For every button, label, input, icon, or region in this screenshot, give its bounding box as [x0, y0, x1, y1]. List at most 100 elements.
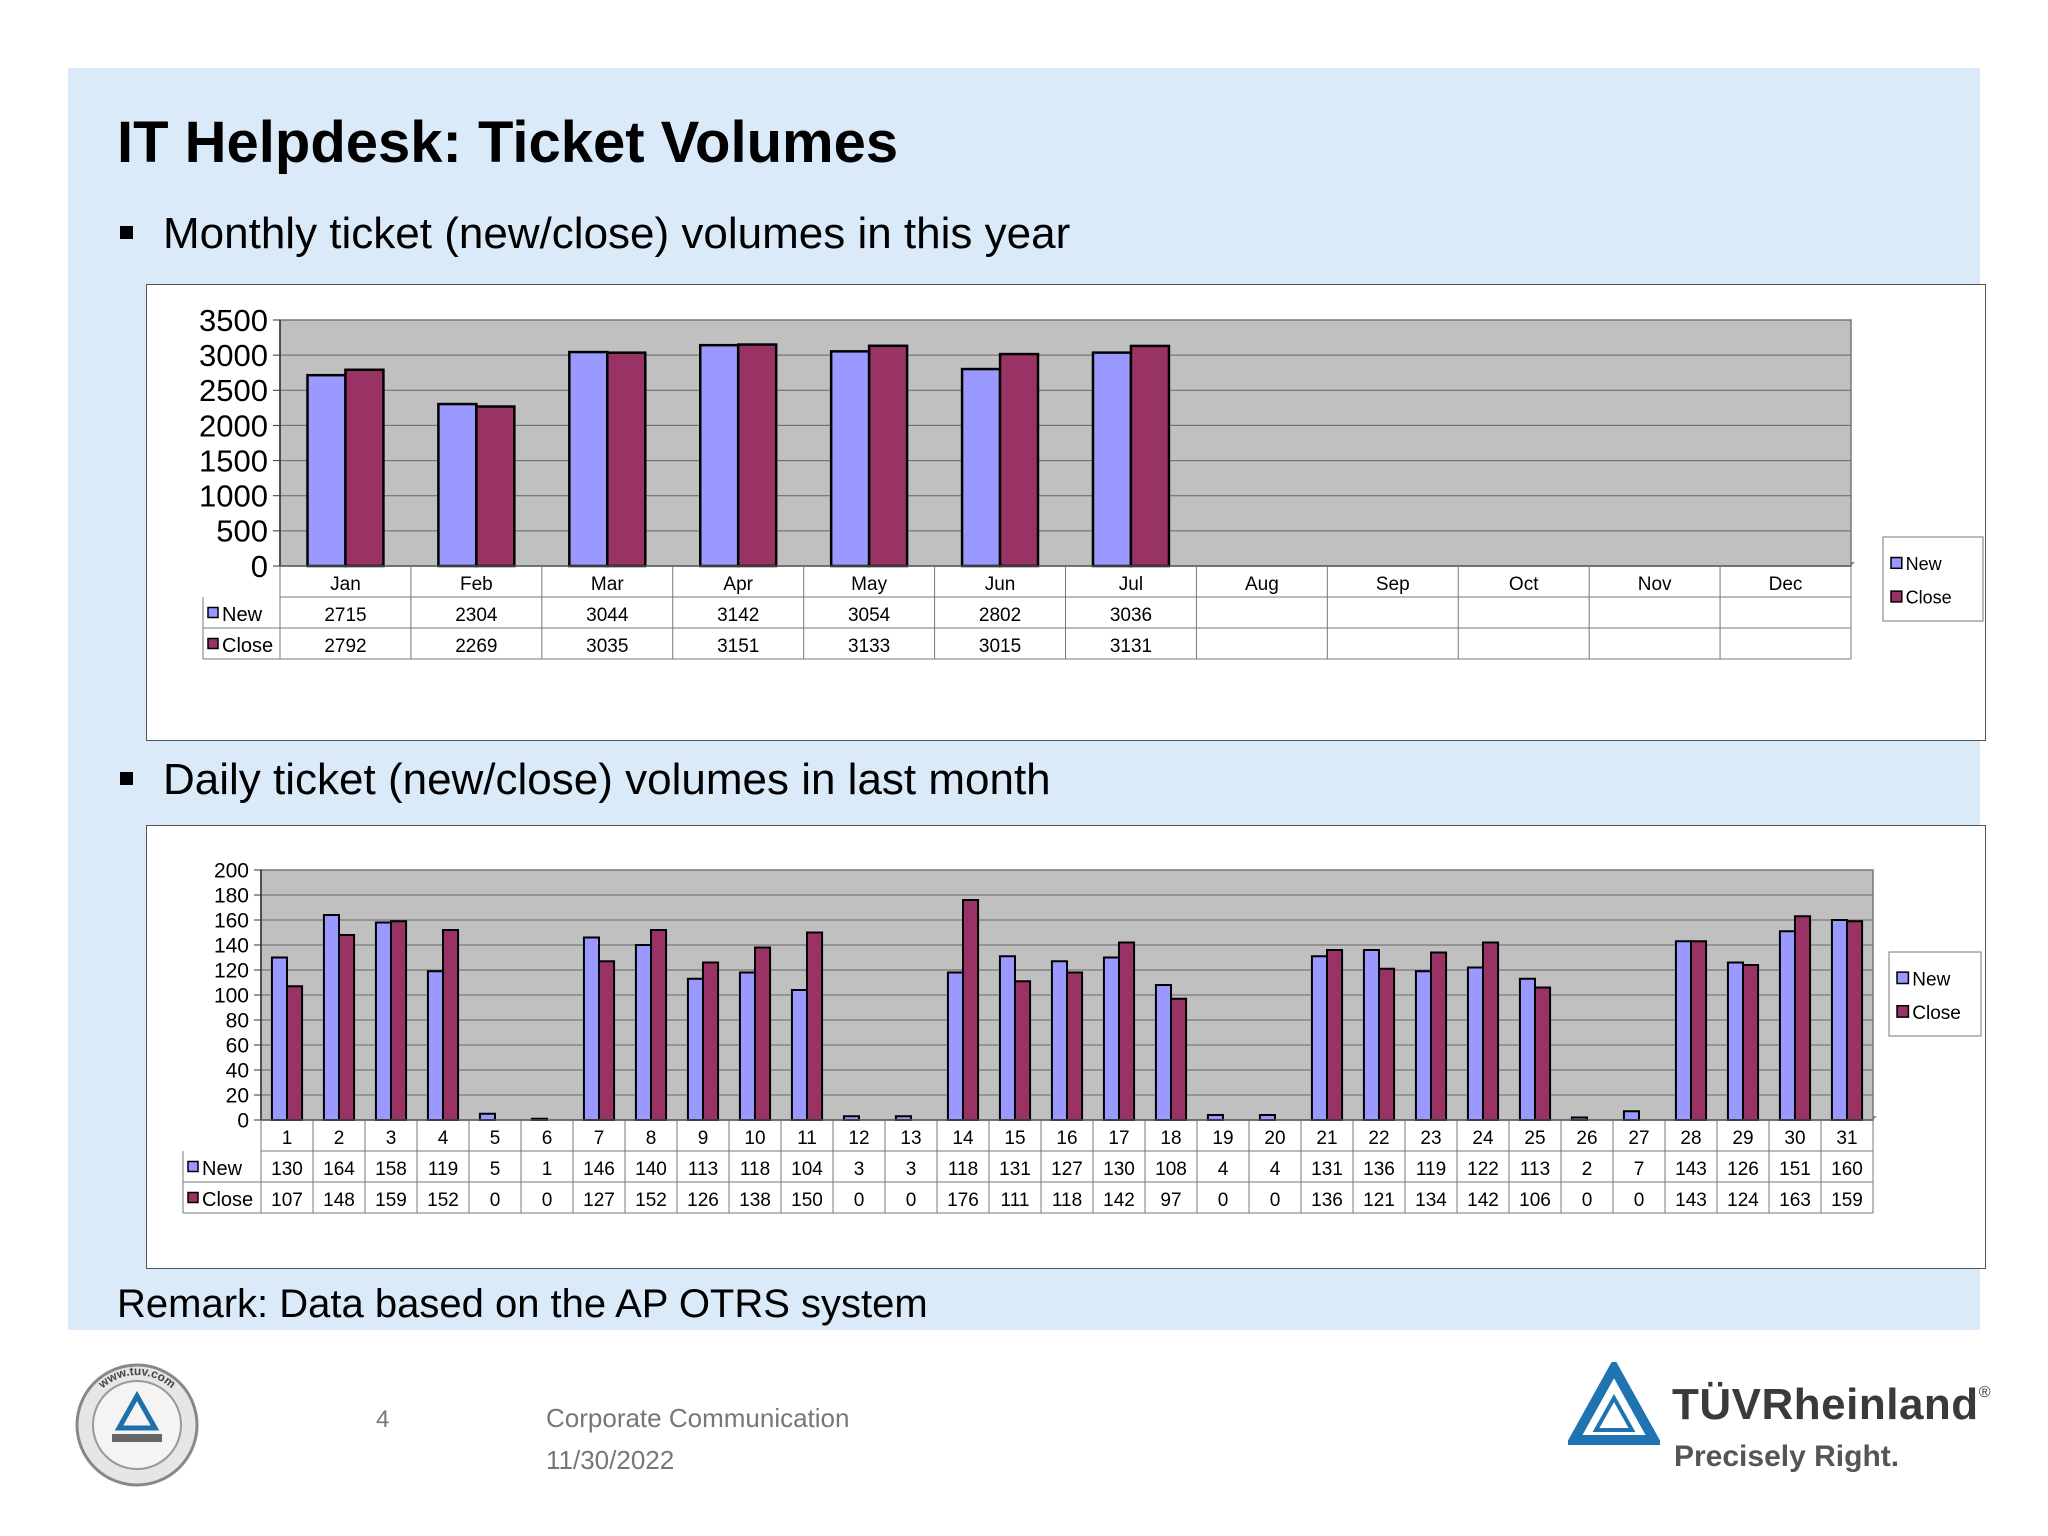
- data-label-close: 0: [1582, 1190, 1593, 1211]
- data-label-close: 0: [1270, 1190, 1281, 1211]
- data-label-close: 159: [375, 1190, 407, 1211]
- data-label-new: 3044: [586, 605, 629, 626]
- table-key-close-icon: [187, 1191, 199, 1204]
- bar-new: [686, 977, 704, 1121]
- bar-new: [738, 971, 756, 1121]
- bar-new: [946, 971, 964, 1121]
- daily-chart-svg: 0204060801001201401601802001130107216414…: [182, 859, 1982, 1214]
- page-number: 4: [376, 1406, 390, 1433]
- data-label-close: 0: [542, 1190, 553, 1211]
- y-tick-label: 20: [226, 1084, 249, 1107]
- bullet-daily-text: Daily ticket (new/close) volumes in last…: [163, 755, 1051, 804]
- data-label-close: 143: [1675, 1190, 1707, 1211]
- tuv-tagline: Precisely Right.: [1674, 1440, 1900, 1473]
- data-label-close: 97: [1160, 1190, 1181, 1211]
- data-label-close: 152: [635, 1190, 667, 1211]
- data-label-close: 0: [906, 1190, 917, 1211]
- bar-close: [702, 961, 720, 1121]
- data-label-new: 140: [635, 1159, 667, 1180]
- data-label-new: 131: [999, 1159, 1031, 1180]
- data-label-new: 160: [1831, 1159, 1863, 1180]
- bullet-monthly: Monthly ticket (new/close) volumes in th…: [120, 208, 1070, 261]
- daily-chart: 0 20 40 60 80 100 120 140 160 180 200 1 130 107 2 164 14…: [146, 825, 1986, 1269]
- y-tick-label: 2000: [199, 408, 268, 443]
- data-label-new: 3054: [848, 605, 891, 626]
- remark-text: Remark: Data based on the AP OTRS system: [117, 1282, 928, 1326]
- bar-close: [1326, 949, 1344, 1121]
- x-category-label: 26: [1576, 1128, 1597, 1149]
- bar-new: [478, 1112, 497, 1121]
- bar-close: [962, 899, 980, 1121]
- legend-box: [1882, 536, 1984, 622]
- x-category-label: 21: [1316, 1128, 1337, 1149]
- x-category-label: 27: [1628, 1128, 1649, 1149]
- x-category-label: Jan: [330, 574, 361, 595]
- bar-new: [374, 921, 392, 1121]
- data-label-close: 126: [687, 1190, 719, 1211]
- data-label-new: 119: [428, 1159, 458, 1180]
- tuv-seal-logo: www.tuv.com: [75, 1363, 199, 1487]
- bar-new: [790, 989, 808, 1121]
- data-label-new: 118: [948, 1159, 978, 1180]
- data-label-close: 136: [1311, 1190, 1343, 1211]
- x-category-label: Feb: [460, 574, 493, 595]
- data-label-new: 136: [1363, 1159, 1395, 1180]
- x-category-label: 16: [1056, 1128, 1077, 1149]
- data-label-new: 5: [490, 1159, 501, 1180]
- x-category-label: 13: [900, 1128, 921, 1149]
- data-label-new: 164: [323, 1159, 355, 1180]
- slide-title: IT Helpdesk: Ticket Volumes: [117, 110, 899, 175]
- x-category-label: 6: [542, 1128, 553, 1149]
- x-category-label: 9: [698, 1128, 709, 1149]
- x-category-label: 7: [594, 1128, 605, 1149]
- bar-close: [442, 929, 460, 1121]
- footer-department: Corporate Communication: [546, 1403, 850, 1433]
- x-category-label: 2: [334, 1128, 345, 1149]
- y-tick-label: 140: [214, 934, 249, 957]
- table-series-name: Close: [222, 635, 273, 657]
- x-category-label: Apr: [723, 574, 753, 595]
- data-label-close: 106: [1519, 1190, 1551, 1211]
- x-category-label: 23: [1420, 1128, 1441, 1149]
- bar-new: [1050, 960, 1068, 1121]
- data-label-close: 2792: [324, 636, 366, 657]
- x-category-label: 28: [1680, 1128, 1701, 1149]
- data-label-new: 3: [854, 1159, 865, 1180]
- data-label-close: 0: [490, 1190, 501, 1211]
- table-key-close-icon: [207, 637, 219, 650]
- bar-close: [286, 985, 304, 1121]
- x-category-label: 24: [1472, 1128, 1494, 1149]
- data-label-close: 3035: [586, 636, 628, 657]
- bar-close: [736, 343, 778, 568]
- data-label-close: 2269: [455, 636, 497, 657]
- data-label-new: 130: [1103, 1159, 1135, 1180]
- data-label-new: 3036: [1110, 605, 1152, 626]
- x-category-label: 11: [797, 1128, 817, 1149]
- data-label-new: 4: [1218, 1159, 1229, 1180]
- x-category-label: 3: [386, 1128, 397, 1149]
- bar-close: [390, 920, 408, 1121]
- data-label-new: 151: [1779, 1159, 1811, 1180]
- bar-new: [1830, 919, 1849, 1121]
- y-tick-label: 80: [226, 1009, 249, 1032]
- x-category-label: 31: [1836, 1128, 1857, 1149]
- data-label-new: 122: [1467, 1159, 1499, 1180]
- data-label-new: 118: [740, 1159, 770, 1180]
- bar-close: [338, 934, 356, 1121]
- legend-label: New: [1906, 554, 1943, 574]
- registered-mark: ®: [1978, 1384, 1991, 1401]
- bar-close: [1066, 971, 1084, 1121]
- y-tick-label: 200: [214, 859, 249, 882]
- data-label-close: 107: [271, 1190, 303, 1211]
- x-category-label: 1: [282, 1128, 293, 1149]
- data-label-close: 124: [1727, 1190, 1759, 1211]
- data-label-new: 7: [1634, 1159, 1645, 1180]
- y-tick-label: 160: [214, 909, 249, 932]
- data-label-new: 131: [1311, 1159, 1343, 1180]
- bar-close: [1742, 964, 1760, 1121]
- legend-label: Close: [1912, 1003, 1961, 1024]
- data-label-close: 150: [791, 1190, 823, 1211]
- bar-close: [867, 344, 909, 568]
- x-category-label: 15: [1004, 1128, 1025, 1149]
